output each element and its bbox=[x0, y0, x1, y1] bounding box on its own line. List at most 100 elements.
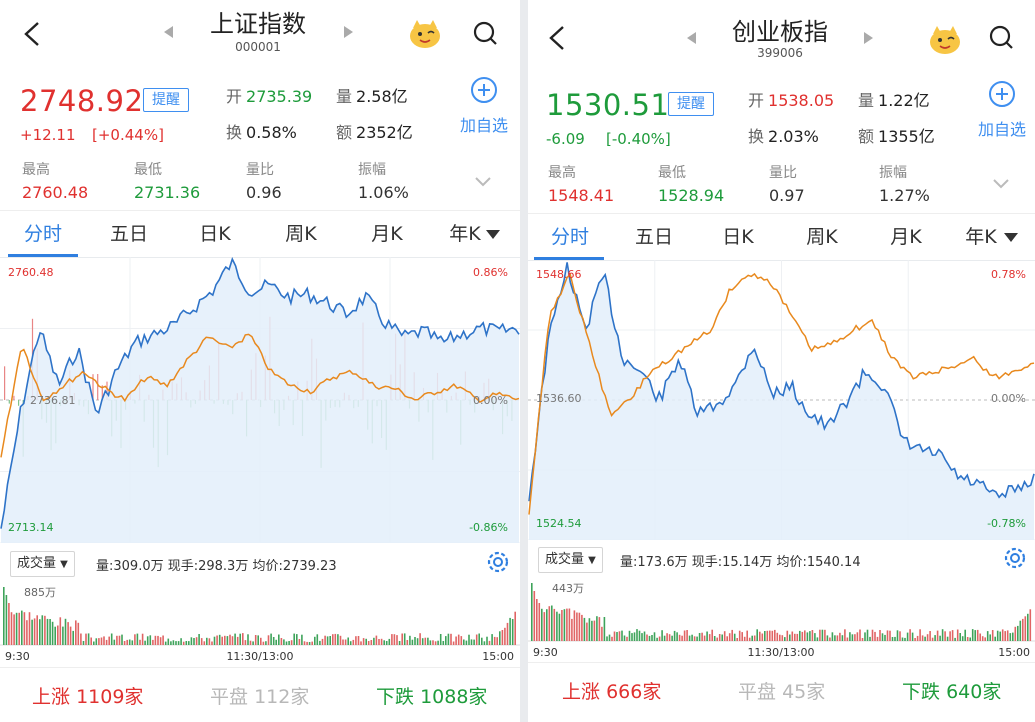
add-watchlist-button[interactable]: 加自选 bbox=[454, 76, 514, 136]
pct-axis-top-label: 0.86% bbox=[473, 266, 508, 279]
volume-bar bbox=[352, 639, 355, 645]
volume-bar bbox=[836, 635, 839, 641]
back-icon[interactable] bbox=[20, 20, 46, 48]
volume-bar bbox=[167, 638, 170, 645]
volume-chart[interactable]: 443万 9:30 11:30/13:00 15:00 bbox=[528, 577, 1035, 661]
mascot-icon[interactable] bbox=[928, 22, 962, 56]
volume-bar bbox=[218, 634, 221, 645]
tab-daily-k[interactable]: 日K bbox=[722, 226, 754, 248]
volume-indicator-dropdown[interactable]: 成交量 ▼ bbox=[538, 547, 603, 573]
volume-bar bbox=[463, 639, 465, 645]
volume-bar bbox=[242, 633, 244, 645]
volume-bar bbox=[666, 633, 668, 641]
tab-weekly-k[interactable]: 周K bbox=[285, 223, 317, 245]
down-count: 下跌 1088家 bbox=[376, 686, 488, 708]
next-arrow-icon[interactable] bbox=[344, 26, 353, 38]
chevron-down-icon[interactable] bbox=[992, 178, 1010, 190]
volume-toolbar: 成交量 ▼ 量:173.6万 现手:15.14万 均价:1540.14 bbox=[528, 541, 1035, 577]
y-axis-top-label: 1548.66 bbox=[536, 268, 582, 281]
volume-bar bbox=[301, 634, 303, 645]
tab-yearly-k[interactable]: 年K bbox=[449, 223, 481, 245]
chevron-down-icon[interactable] bbox=[474, 176, 492, 188]
volume-bar bbox=[267, 635, 270, 645]
tab-five-day[interactable]: 五日 bbox=[109, 223, 148, 245]
low-label: 最低 bbox=[134, 162, 162, 178]
tab-intraday[interactable]: 分时 bbox=[550, 226, 589, 248]
gear-icon[interactable] bbox=[1002, 545, 1028, 571]
volume-bar bbox=[909, 629, 911, 641]
volume-bar bbox=[239, 633, 241, 645]
back-icon[interactable] bbox=[545, 24, 571, 52]
prev-arrow-icon[interactable] bbox=[687, 32, 696, 44]
volume-bar bbox=[411, 639, 414, 645]
volume-bar bbox=[718, 634, 721, 641]
mascot-icon[interactable] bbox=[408, 16, 442, 50]
search-icon[interactable] bbox=[472, 20, 498, 48]
volume-bar bbox=[152, 639, 154, 645]
volume-indicator-dropdown[interactable]: 成交量 ▼ bbox=[10, 551, 75, 577]
volume: 量 1.22亿 bbox=[858, 91, 930, 110]
volume-bar bbox=[781, 635, 784, 641]
volume-bar bbox=[643, 631, 646, 641]
up-count: 上涨 666家 bbox=[562, 681, 662, 703]
intraday-chart[interactable]: 1548.66 1536.60 1524.54 0.78% 0.00% -0.7… bbox=[528, 260, 1035, 540]
tab-monthly-k[interactable]: 月K bbox=[890, 226, 922, 248]
volume-bar bbox=[874, 631, 876, 641]
volume-bar bbox=[854, 634, 856, 641]
dropdown-caret-icon[interactable] bbox=[486, 230, 500, 239]
volume-bar bbox=[548, 606, 551, 641]
volume-bar bbox=[375, 635, 378, 645]
volume-bar bbox=[460, 636, 463, 645]
volume-bar bbox=[698, 633, 701, 641]
remind-button[interactable]: 提醒 bbox=[143, 88, 189, 112]
tab-daily-k[interactable]: 日K bbox=[199, 223, 231, 245]
low-value: 2731.36 bbox=[134, 183, 201, 202]
volume-bar bbox=[789, 634, 791, 641]
turnover-rate: 换 0.58% bbox=[226, 123, 297, 142]
volume-bar bbox=[46, 618, 49, 645]
volume-bar bbox=[1019, 620, 1022, 641]
remind-button[interactable]: 提醒 bbox=[668, 92, 714, 116]
volume-bar bbox=[80, 633, 82, 645]
add-watchlist-button[interactable]: 加自选 bbox=[972, 80, 1032, 140]
volume-bar bbox=[123, 641, 126, 645]
volume-bar bbox=[293, 633, 295, 645]
add-circle-icon bbox=[989, 81, 1015, 107]
volume-bar bbox=[501, 630, 504, 645]
volume-bar bbox=[213, 636, 216, 645]
next-arrow-icon[interactable] bbox=[864, 32, 873, 44]
y-axis-mid-label: 1536.60 bbox=[536, 392, 582, 405]
volume-bar bbox=[1012, 632, 1014, 641]
ratio-value: 0.97 bbox=[769, 186, 805, 205]
volume-bar bbox=[57, 625, 59, 645]
volume-bar bbox=[162, 635, 164, 645]
gear-icon[interactable] bbox=[485, 549, 511, 575]
tab-yearly-k[interactable]: 年K bbox=[965, 226, 997, 248]
tab-five-day[interactable]: 五日 bbox=[634, 226, 673, 248]
volume-bar bbox=[543, 612, 546, 641]
volume-bar bbox=[347, 637, 349, 645]
volume-bar bbox=[321, 638, 324, 645]
volume-bar bbox=[964, 629, 966, 641]
volume-bar bbox=[819, 629, 821, 641]
volume-bar bbox=[326, 636, 329, 645]
price-change-pct: [-0.40%] bbox=[606, 130, 671, 148]
volume-bar bbox=[696, 636, 698, 641]
tab-monthly-k[interactable]: 月K bbox=[371, 223, 403, 245]
tab-weekly-k[interactable]: 周K bbox=[806, 226, 838, 248]
volume-bar bbox=[254, 635, 257, 645]
prev-arrow-icon[interactable] bbox=[164, 26, 173, 38]
volume-bar bbox=[393, 634, 396, 645]
tab-intraday[interactable]: 分时 bbox=[23, 223, 62, 245]
volume-bar bbox=[786, 630, 789, 641]
search-icon[interactable] bbox=[988, 24, 1014, 52]
dropdown-caret-icon[interactable] bbox=[1004, 233, 1018, 242]
volume-bar bbox=[136, 633, 139, 645]
volume-chart[interactable]: 885万 9:30 11:30/13:00 15:00 bbox=[0, 581, 520, 665]
volume-bar bbox=[319, 640, 321, 645]
panel-header: 上证指数 000001 bbox=[0, 0, 520, 70]
intraday-chart[interactable]: 2760.48 2736.81 2713.14 0.86% 0.00% -0.8… bbox=[0, 257, 520, 543]
volume-bar bbox=[342, 639, 344, 645]
volume-bar bbox=[598, 617, 601, 641]
time-mid-label: 11:30/13:00 bbox=[226, 650, 293, 663]
